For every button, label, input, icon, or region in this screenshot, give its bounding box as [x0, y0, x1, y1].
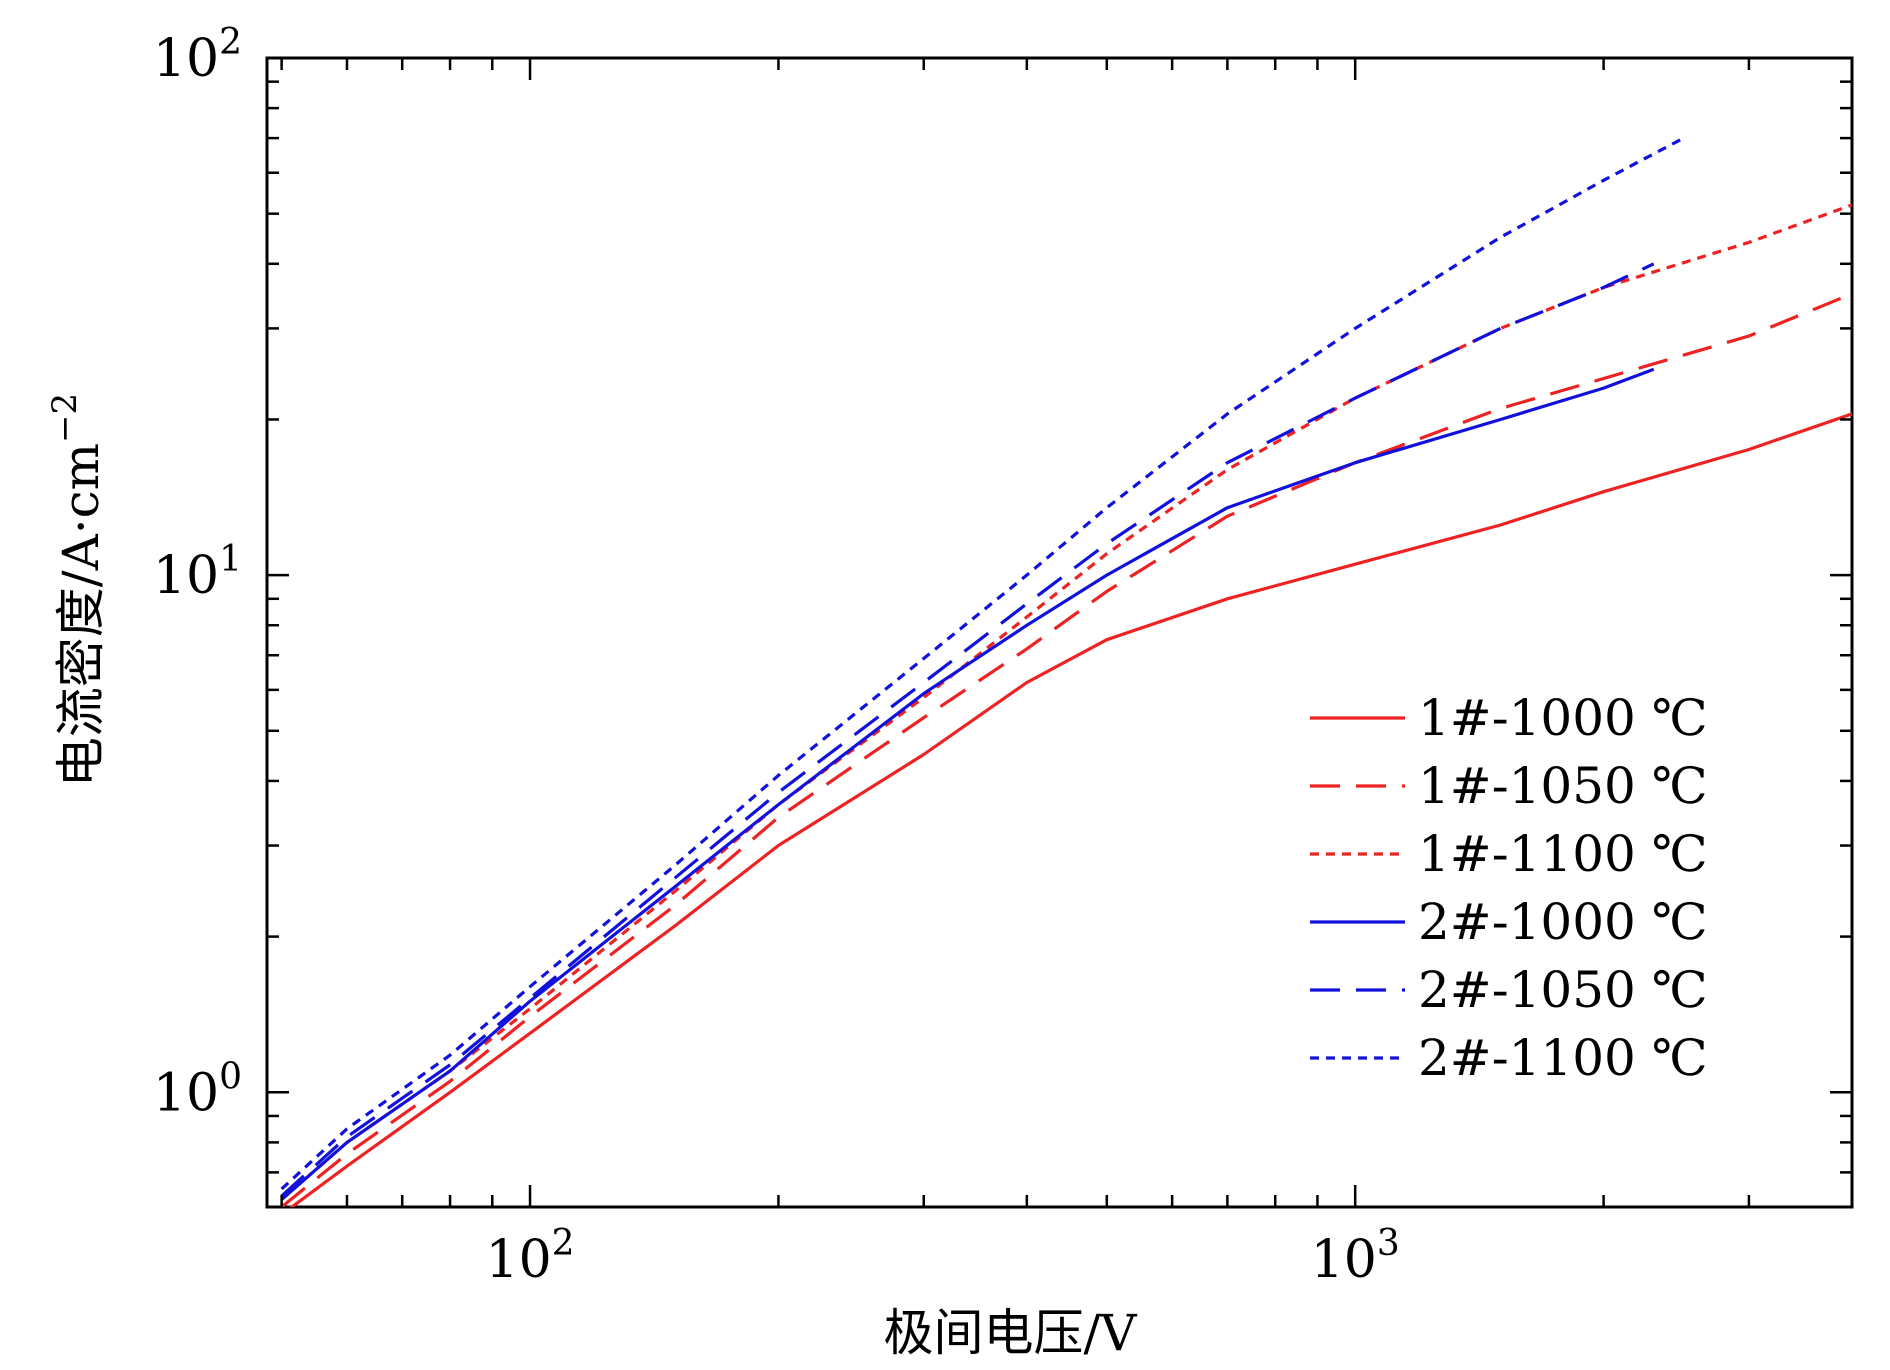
y-tick-label-exp: 2 [219, 22, 242, 63]
legend-label-2: 1#-1050 ℃ [1418, 757, 1708, 815]
y-axis-title-main: 电流密度/A·cm [52, 443, 110, 787]
x-tick-label-1: 102 [485, 1223, 574, 1290]
legend-label-3: 1#-1100 ℃ [1418, 825, 1708, 883]
y-tick-label-1: 100 [153, 1056, 242, 1123]
y-tick-label-base: 10 [153, 546, 219, 606]
y-tick-label-exp: 1 [219, 539, 242, 580]
series-line-2 [280, 292, 1852, 1207]
series-line-6 [280, 136, 1685, 1191]
series-line-5 [280, 262, 1655, 1198]
y-tick-label-base: 10 [153, 1063, 219, 1123]
x-tick-label-base: 10 [1311, 1230, 1377, 1290]
plot-area [265, 56, 1854, 1209]
legend-label-4: 2#-1000 ℃ [1418, 893, 1708, 951]
legend-label-1: 1#-1000 ℃ [1418, 689, 1708, 747]
series-line-3 [280, 203, 1852, 1201]
series-line-1 [289, 412, 1852, 1207]
series-lines [280, 136, 1852, 1207]
x-tick-label-2: 103 [1311, 1223, 1400, 1290]
axis-ticks [267, 56, 1854, 1209]
series-line-4 [280, 367, 1655, 1201]
y-tick-label-base: 10 [153, 29, 219, 89]
y-tick-label-3: 102 [153, 22, 242, 89]
y-tick-label-exp: 0 [219, 1056, 242, 1097]
legend-label-5: 2#-1050 ℃ [1418, 961, 1708, 1019]
x-axis-title: 极间电压/V [884, 1304, 1138, 1362]
plot-frame [265, 56, 1854, 1209]
x-tick-label-base: 10 [485, 1230, 551, 1290]
legend-label-6: 2#-1100 ℃ [1418, 1029, 1708, 1087]
y-axis-title-exp: −2 [45, 393, 85, 443]
y-tick-label-2: 101 [153, 539, 242, 606]
x-tick-label-exp: 2 [552, 1223, 575, 1264]
y-axis-title: 电流密度/A·cm−2 [45, 393, 110, 787]
legend: 1#-1000 ℃ 1#-1050 ℃ 1#-1100 ℃ 2#-1000 ℃ 2#-1… [1310, 689, 1708, 1087]
x-tick-label-exp: 3 [1377, 1223, 1400, 1264]
